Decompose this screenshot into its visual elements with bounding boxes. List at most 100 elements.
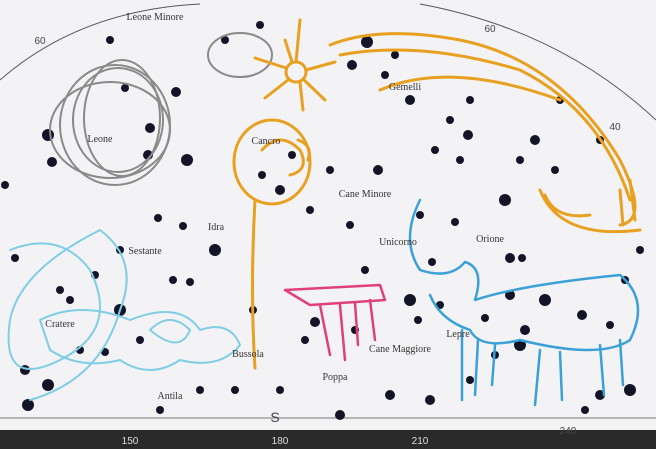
pink-figure — [283, 283, 387, 362]
star — [156, 406, 164, 414]
grey-circles — [49, 32, 273, 186]
star — [196, 386, 204, 394]
label: Antila — [158, 391, 184, 402]
label: Unicorno — [379, 237, 417, 248]
label: Cane Maggiore — [369, 344, 431, 355]
star — [595, 390, 605, 400]
star — [106, 36, 114, 44]
star — [154, 214, 162, 222]
star — [181, 154, 193, 166]
star — [276, 386, 284, 394]
star — [414, 316, 422, 324]
star — [310, 317, 320, 327]
star — [47, 157, 57, 167]
star — [391, 51, 399, 59]
declination-label: 60 — [484, 24, 496, 35]
map-border-arc — [0, 3, 656, 121]
star — [361, 266, 369, 274]
star — [209, 244, 221, 256]
star — [169, 276, 177, 284]
star — [499, 194, 511, 206]
scale-labels: 60 60 40 150 180 210 240 S — [34, 24, 621, 447]
star — [381, 71, 389, 79]
star — [42, 129, 54, 141]
star — [425, 395, 435, 405]
star — [466, 96, 474, 104]
star — [581, 406, 589, 414]
star — [428, 258, 436, 266]
star — [256, 21, 264, 29]
star — [451, 218, 459, 226]
label: Cratere — [45, 319, 75, 330]
star — [288, 151, 296, 159]
star — [275, 185, 285, 195]
star — [335, 410, 345, 420]
star — [520, 325, 530, 335]
label: Orione — [476, 234, 504, 245]
star — [624, 384, 636, 396]
label: Sestante — [128, 246, 162, 257]
star — [145, 123, 155, 133]
star — [326, 166, 334, 174]
star — [56, 286, 64, 294]
label: Idra — [208, 222, 225, 233]
star — [385, 390, 395, 400]
orange-drawings — [232, 18, 642, 370]
star — [551, 166, 559, 174]
star — [481, 314, 489, 322]
star — [11, 254, 19, 262]
star — [606, 321, 614, 329]
label: Leone Minore — [127, 12, 184, 23]
star — [463, 130, 473, 140]
star — [636, 246, 644, 254]
star — [505, 253, 515, 263]
star — [346, 221, 354, 229]
scribbles — [7, 18, 642, 407]
label: Gemelli — [389, 82, 421, 93]
star — [431, 146, 439, 154]
star — [577, 310, 587, 320]
star — [221, 36, 229, 44]
ra-label: 150 — [122, 436, 139, 447]
star — [66, 296, 74, 304]
star — [306, 206, 314, 214]
label: Leone — [88, 134, 114, 145]
star — [186, 278, 194, 286]
label: Cancro — [252, 136, 281, 147]
south-label: S — [270, 409, 279, 425]
star — [258, 171, 266, 179]
constellation-labels: Leone Minore Leone Cancro Gemelli Cane M… — [45, 12, 504, 402]
bottom-edge — [0, 430, 656, 449]
star — [530, 135, 540, 145]
ra-label: 180 — [272, 436, 289, 447]
star — [121, 84, 129, 92]
label: Cane Minore — [339, 189, 392, 200]
star — [347, 60, 357, 70]
ra-label: 240 — [560, 426, 577, 437]
star — [404, 294, 416, 306]
star — [416, 211, 424, 219]
light-blue-loops — [7, 229, 241, 401]
star — [1, 181, 9, 189]
star — [466, 376, 474, 384]
blue-animal — [408, 198, 640, 407]
star — [22, 399, 34, 411]
star — [539, 294, 551, 306]
star — [179, 222, 187, 230]
star — [446, 116, 454, 124]
star — [301, 336, 309, 344]
star — [361, 36, 373, 48]
star — [171, 87, 181, 97]
ra-label: 210 — [412, 436, 429, 447]
star — [518, 254, 526, 262]
star — [373, 165, 383, 175]
label: Poppa — [323, 372, 349, 383]
star — [405, 95, 415, 105]
star — [516, 156, 524, 164]
declination-label: 40 — [609, 122, 621, 133]
label: Bussola — [232, 349, 264, 360]
star — [42, 379, 54, 391]
star — [231, 386, 239, 394]
